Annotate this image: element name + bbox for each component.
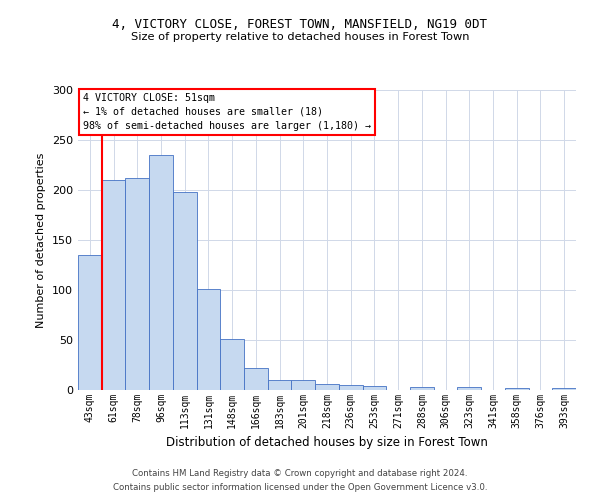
Text: Contains HM Land Registry data © Crown copyright and database right 2024.: Contains HM Land Registry data © Crown c… bbox=[132, 468, 468, 477]
Bar bbox=[220, 339, 244, 390]
Bar bbox=[78, 255, 102, 390]
X-axis label: Distribution of detached houses by size in Forest Town: Distribution of detached houses by size … bbox=[166, 436, 488, 450]
Bar bbox=[197, 289, 220, 390]
Bar bbox=[125, 178, 149, 390]
Bar bbox=[457, 387, 481, 390]
Bar bbox=[102, 180, 125, 390]
Y-axis label: Number of detached properties: Number of detached properties bbox=[37, 152, 46, 328]
Bar bbox=[339, 385, 362, 390]
Bar bbox=[505, 388, 529, 390]
Bar bbox=[292, 380, 315, 390]
Text: 4 VICTORY CLOSE: 51sqm
← 1% of detached houses are smaller (18)
98% of semi-deta: 4 VICTORY CLOSE: 51sqm ← 1% of detached … bbox=[83, 93, 371, 131]
Bar bbox=[149, 155, 173, 390]
Bar bbox=[173, 192, 197, 390]
Bar bbox=[552, 388, 576, 390]
Bar bbox=[410, 387, 434, 390]
Text: 4, VICTORY CLOSE, FOREST TOWN, MANSFIELD, NG19 0DT: 4, VICTORY CLOSE, FOREST TOWN, MANSFIELD… bbox=[113, 18, 487, 30]
Bar bbox=[362, 386, 386, 390]
Text: Size of property relative to detached houses in Forest Town: Size of property relative to detached ho… bbox=[131, 32, 469, 42]
Bar bbox=[244, 368, 268, 390]
Bar bbox=[268, 380, 292, 390]
Text: Contains public sector information licensed under the Open Government Licence v3: Contains public sector information licen… bbox=[113, 484, 487, 492]
Bar bbox=[315, 384, 339, 390]
